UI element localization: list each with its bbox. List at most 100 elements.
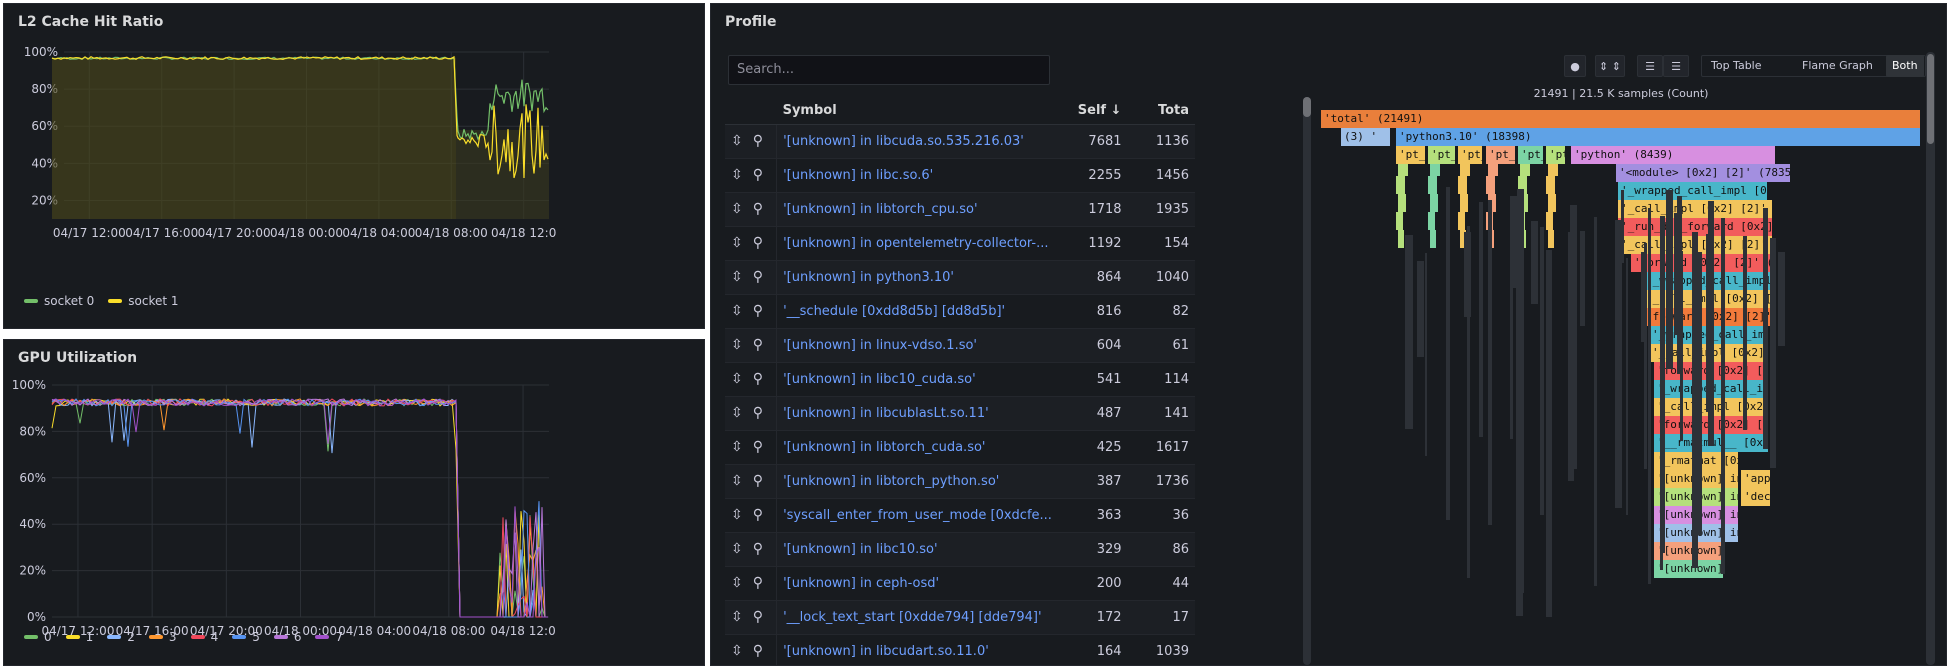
flame-frame[interactable] xyxy=(1546,212,1554,230)
align-right-button[interactable]: ☰ xyxy=(1663,55,1689,77)
search-icon[interactable]: ⚲ xyxy=(752,371,763,387)
search-icon[interactable]: ⚲ xyxy=(752,269,763,285)
flame-frame[interactable] xyxy=(1458,176,1468,194)
flame-frame[interactable] xyxy=(1548,230,1555,248)
search-icon[interactable]: ⚲ xyxy=(752,541,763,557)
legend-item[interactable]: 1 xyxy=(65,630,93,644)
flame-frame[interactable] xyxy=(1518,176,1528,194)
table-row[interactable]: ⇳ ⚲ '[unknown] in opentelemetry-collector-… xyxy=(725,226,1195,261)
flame-frame[interactable]: (3) ' xyxy=(1341,128,1391,146)
flame-frame[interactable] xyxy=(1520,194,1529,212)
flame-frame[interactable]: '_run_ddp_forward [0x2] [2]' xyxy=(1618,218,1773,236)
sandwich-icon[interactable]: ⇳ xyxy=(731,609,743,625)
flame-frame[interactable]: '_wrapped_call_impl [0x2] [2]' ( xyxy=(1618,182,1768,200)
sandwich-icon[interactable]: ⇳ xyxy=(731,643,743,659)
search-icon[interactable]: ⚲ xyxy=(752,167,763,183)
legend-item[interactable]: 4 xyxy=(190,630,218,644)
search-input[interactable]: Search... xyxy=(728,55,1050,85)
flame-frame[interactable] xyxy=(1398,230,1405,248)
table-scrollbar-thumb[interactable] xyxy=(1303,97,1311,117)
flame-frame[interactable]: 'python' (8439) xyxy=(1571,146,1776,164)
flame-frame[interactable] xyxy=(1430,194,1439,212)
table-row[interactable]: ⇳ ⚲ '[unknown] in ceph-osd' 200 44 xyxy=(725,566,1195,601)
search-icon[interactable]: ⚲ xyxy=(752,473,763,489)
legend-item[interactable]: 7 xyxy=(315,630,343,644)
search-icon[interactable]: ⚲ xyxy=(752,575,763,591)
tab-both[interactable]: Both xyxy=(1886,55,1924,77)
flame-frame[interactable] xyxy=(1548,194,1557,212)
flame-frame[interactable] xyxy=(1398,158,1409,176)
sandwich-icon[interactable]: ⇳ xyxy=(731,269,743,285)
legend-item[interactable]: 2 xyxy=(107,630,135,644)
tab-top-table[interactable]: Top Table xyxy=(1711,59,1762,72)
flame-frame[interactable] xyxy=(1546,176,1556,194)
sandwich-icon[interactable]: ⇳ xyxy=(731,439,743,455)
table-row[interactable]: ⇳ ⚲ '[unknown] in python3.10' 864 1040 xyxy=(725,260,1195,295)
flame-frame[interactable]: '_call_impl [0x2] [2]' (7072 xyxy=(1618,200,1773,218)
table-row[interactable]: ⇳ ⚲ '__lock_text_start [0xdde794] [dde794]… xyxy=(725,600,1195,635)
flame-frame[interactable]: 'total' (21491) xyxy=(1321,110,1921,128)
flame-frame[interactable] xyxy=(1520,158,1531,176)
table-row[interactable]: ⇳ ⚲ '[unknown] in libc10_cuda.so' 541 114 xyxy=(725,362,1195,397)
table-scrollbar[interactable] xyxy=(1303,97,1311,665)
search-icon[interactable]: ⚲ xyxy=(752,235,763,251)
flame-frame[interactable]: 'pt_a xyxy=(1546,146,1566,164)
flame-frame[interactable] xyxy=(1488,194,1497,212)
table-row[interactable]: ⇳ ⚲ '[unknown] in libtorch_cuda.so' 425 1617 xyxy=(725,430,1195,465)
flame-frame[interactable] xyxy=(1396,212,1404,230)
legend-item[interactable]: 6 xyxy=(273,630,301,644)
sandwich-icon[interactable]: ⇳ xyxy=(731,235,743,251)
sandwich-icon[interactable]: ⇳ xyxy=(731,575,743,591)
l2-cache-chart[interactable]: 100%80%60%40%20%04/17 12:00 04/17 16:00 04… xyxy=(4,4,704,304)
search-icon[interactable]: ⚲ xyxy=(752,405,763,421)
sandwich-icon[interactable]: ⇳ xyxy=(731,337,743,353)
search-icon[interactable]: ⚲ xyxy=(752,439,763,455)
flame-frame[interactable] xyxy=(1428,212,1436,230)
sandwich-icon[interactable]: ⇳ xyxy=(731,371,743,387)
flame-frame[interactable] xyxy=(1430,158,1441,176)
sandwich-icon[interactable]: ⇳ xyxy=(731,133,743,149)
search-icon[interactable]: ⚲ xyxy=(752,337,763,353)
legend-item[interactable]: 5 xyxy=(232,630,260,644)
legend-item[interactable]: 3 xyxy=(148,630,177,644)
legend-item[interactable]: socket 0 xyxy=(24,294,94,308)
table-row[interactable]: ⇳ ⚲ '[unknown] in libtorch_cpu.so' 1718 1935 xyxy=(725,192,1195,227)
flame-frame[interactable]: 'app xyxy=(1741,470,1771,488)
symbol-column-header[interactable]: Symbol xyxy=(776,97,1060,125)
table-row[interactable]: ⇳ ⚲ '[unknown] in libc.so.6' 2255 1456 xyxy=(725,158,1195,193)
flame-frame[interactable] xyxy=(1458,212,1466,230)
flame-frame[interactable] xyxy=(1398,194,1407,212)
flame-frame[interactable] xyxy=(1460,194,1469,212)
search-icon[interactable]: ⚲ xyxy=(752,303,763,319)
flame-frame[interactable] xyxy=(1488,158,1499,176)
flame-frame[interactable]: 'pt_a xyxy=(1428,146,1456,164)
sandwich-icon[interactable]: ⇳ xyxy=(731,507,743,523)
sandwich-icon[interactable]: ⇳ xyxy=(731,473,743,489)
align-left-button[interactable]: ☰ xyxy=(1637,55,1663,77)
sandwich-icon[interactable]: ⇳ xyxy=(731,201,743,217)
sandwich-icon[interactable]: ⇳ xyxy=(731,303,743,319)
flame-frame[interactable] xyxy=(1428,176,1438,194)
flame-frame[interactable]: 'pt_a xyxy=(1518,146,1544,164)
collapse-button[interactable]: ⇕ ⇕ xyxy=(1595,55,1625,77)
search-icon[interactable]: ⚲ xyxy=(752,133,763,149)
sandwich-icon[interactable]: ⇳ xyxy=(731,541,743,557)
flame-frame[interactable] xyxy=(1548,158,1559,176)
flame-frame[interactable] xyxy=(1460,158,1471,176)
table-row[interactable]: ⇳ ⚲ '[unknown] in libcuda.so.535.216.03' 76… xyxy=(725,124,1195,159)
sandwich-icon[interactable]: ⇳ xyxy=(731,405,743,421)
gpu-utilization-chart[interactable]: 100% 80% 60% 40% 20% 0%04/17 12:00 04/17 16:00… xyxy=(4,340,704,640)
table-row[interactable]: ⇳ ⚲ '__schedule [0xdd8d5b] [dd8d5b]' 816 82 xyxy=(725,294,1195,329)
flame-frame[interactable]: '[unknown] in xyxy=(1654,542,1724,560)
search-icon[interactable]: ⚲ xyxy=(752,609,763,625)
total-column-header[interactable]: Tota xyxy=(1127,97,1195,125)
self-column-header[interactable]: Self ↓ xyxy=(1059,97,1128,125)
flame-graph[interactable]: 'total' (21491) (3) ' 'python3.10' (18398)… xyxy=(1321,104,1921,665)
flame-scrollbar-thumb[interactable] xyxy=(1927,54,1934,144)
table-row[interactable]: ⇳ ⚲'syscall_enter_from_user_mode [0xdcfe.… xyxy=(725,498,1195,533)
search-icon[interactable]: ⚲ xyxy=(752,201,763,217)
table-row[interactable]: ⇳ ⚲ '[unknown] in libc10.so' 329 86 xyxy=(725,532,1195,567)
flame-scrollbar[interactable] xyxy=(1926,52,1935,665)
flame-frame[interactable]: 'pt_a xyxy=(1396,146,1426,164)
color-scheme-button[interactable]: ● xyxy=(1564,55,1586,77)
